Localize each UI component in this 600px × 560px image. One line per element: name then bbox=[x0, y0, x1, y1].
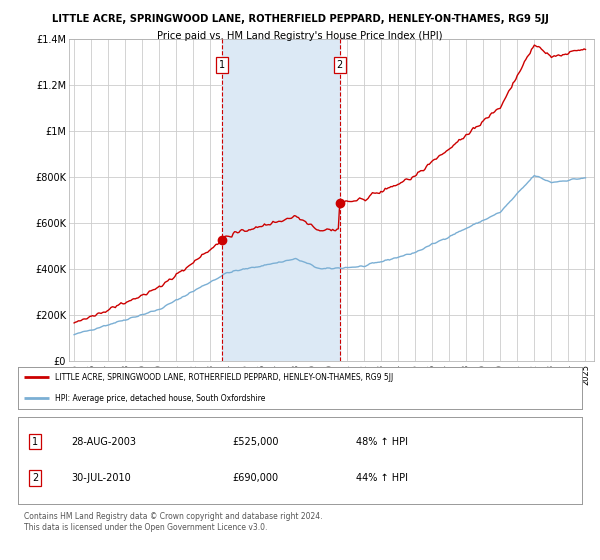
Text: HPI: Average price, detached house, South Oxfordshire: HPI: Average price, detached house, Sout… bbox=[55, 394, 265, 403]
Text: 48% ↑ HPI: 48% ↑ HPI bbox=[356, 436, 409, 446]
Text: Price paid vs. HM Land Registry's House Price Index (HPI): Price paid vs. HM Land Registry's House … bbox=[157, 31, 443, 41]
Text: 2: 2 bbox=[337, 60, 343, 70]
Text: £690,000: £690,000 bbox=[232, 473, 278, 483]
Text: 1: 1 bbox=[218, 60, 225, 70]
Text: LITTLE ACRE, SPRINGWOOD LANE, ROTHERFIELD PEPPARD, HENLEY-ON-THAMES, RG9 5JJ: LITTLE ACRE, SPRINGWOOD LANE, ROTHERFIEL… bbox=[55, 373, 393, 382]
Text: 30-JUL-2010: 30-JUL-2010 bbox=[71, 473, 131, 483]
Text: £525,000: £525,000 bbox=[232, 436, 279, 446]
Text: 2: 2 bbox=[32, 473, 38, 483]
Text: 1: 1 bbox=[32, 436, 38, 446]
Bar bbox=[222, 39, 340, 361]
Text: 28-AUG-2003: 28-AUG-2003 bbox=[71, 436, 137, 446]
Text: Contains HM Land Registry data © Crown copyright and database right 2024.
This d: Contains HM Land Registry data © Crown c… bbox=[24, 512, 323, 532]
Text: LITTLE ACRE, SPRINGWOOD LANE, ROTHERFIELD PEPPARD, HENLEY-ON-THAMES, RG9 5JJ: LITTLE ACRE, SPRINGWOOD LANE, ROTHERFIEL… bbox=[52, 14, 548, 24]
Text: 44% ↑ HPI: 44% ↑ HPI bbox=[356, 473, 409, 483]
